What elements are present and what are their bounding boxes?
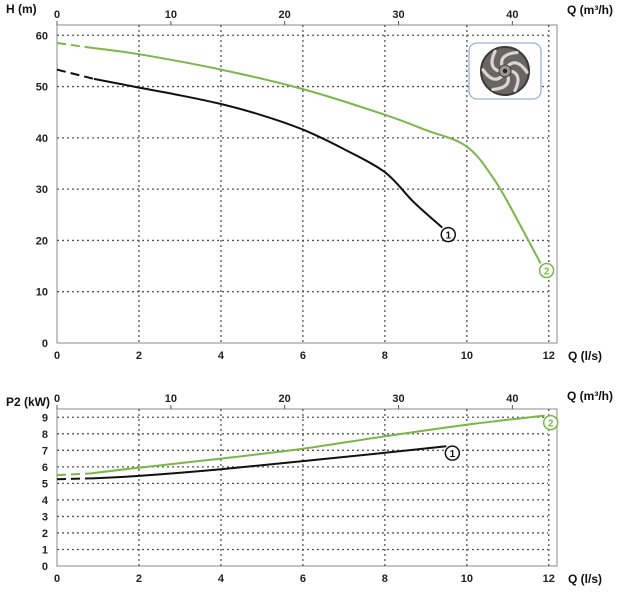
x-tick-label: 8 <box>382 573 388 585</box>
curve-1-dashed-start <box>56 68 95 80</box>
series-marker-label: 2 <box>548 419 554 430</box>
x-tick-label: 0 <box>54 573 60 585</box>
series-marker-1 <box>440 226 456 243</box>
y-tick-label: 20 <box>36 235 48 247</box>
x-tick-label: 8 <box>382 350 388 362</box>
x-tick-label: 4 <box>218 573 225 585</box>
impeller-vane <box>490 49 501 73</box>
x2-tick-label: 20 <box>279 393 291 405</box>
curve-2-dashed-start <box>56 42 90 49</box>
x2-tick-label: 30 <box>392 393 404 405</box>
y-tick-label: 5 <box>42 478 48 490</box>
curve-2 <box>89 46 542 264</box>
x-tick-label: 6 <box>300 573 306 585</box>
y-tick-label: 0 <box>42 338 48 350</box>
series-marker-label: 2 <box>544 267 550 278</box>
curve-2 <box>89 414 545 475</box>
impeller-vane <box>500 50 519 68</box>
curve-1-dashed-start <box>56 477 90 481</box>
y-tick-label: 3 <box>42 511 48 523</box>
series-marker-2 <box>538 262 555 279</box>
x2-tick-label: 10 <box>165 9 177 21</box>
y-tick-label: 1 <box>42 544 48 556</box>
x-tick-label: 10 <box>461 573 473 585</box>
x-tick-label: 2 <box>136 350 142 362</box>
y-tick-label: 40 <box>36 133 48 145</box>
y-tick-label: 10 <box>36 287 48 299</box>
y-tick-label: 9 <box>42 412 48 424</box>
series-marker-label: 1 <box>445 231 451 242</box>
curve-1 <box>89 445 447 480</box>
x2-tick-label: 30 <box>392 9 404 21</box>
plot-frame <box>56 408 558 567</box>
impeller-vane <box>506 61 529 74</box>
x-tick-label: 12 <box>543 350 555 362</box>
curve-2-dashed-start <box>56 472 90 477</box>
y-tick-label: 60 <box>36 30 48 42</box>
series-marker-1 <box>444 445 461 461</box>
x-tick-label: 4 <box>218 350 225 362</box>
x-axis-label: Q (l/s) <box>568 572 602 586</box>
x-tick-label: 2 <box>136 573 142 585</box>
x-tick-label: 12 <box>543 573 555 585</box>
y-tick-label: 2 <box>42 528 48 540</box>
x2-tick-label: 40 <box>506 393 518 405</box>
impeller-icon <box>468 42 542 100</box>
curve-1 <box>93 77 443 229</box>
x2-tick-label: 0 <box>54 393 60 405</box>
y-tick-label: 50 <box>36 82 48 94</box>
x2-tick-label: 10 <box>165 393 177 405</box>
impeller-bore <box>502 68 508 74</box>
y-tick-label: 4 <box>42 495 49 507</box>
plot-frame <box>56 24 558 344</box>
series-marker-2 <box>542 414 559 431</box>
y-tick-label: 7 <box>42 445 48 457</box>
x-tick-label: 0 <box>54 350 60 362</box>
y-tick-label: 30 <box>36 184 48 196</box>
series-marker-label: 1 <box>450 449 456 460</box>
impeller-rim <box>480 46 530 96</box>
y-tick-label: 6 <box>42 462 48 474</box>
x2-axis-label: Q (m³/h) <box>567 3 613 17</box>
x2-tick-label: 0 <box>54 9 60 21</box>
x-axis-label: Q (l/s) <box>568 349 602 363</box>
x2-tick-label: 40 <box>506 9 518 21</box>
y-tick-label: 0 <box>42 561 48 573</box>
y-axis-label: H (m) <box>6 2 37 16</box>
x-tick-label: 10 <box>461 350 473 362</box>
x-tick-label: 6 <box>300 350 306 362</box>
y-tick-label: 8 <box>42 429 48 441</box>
impeller-vane <box>481 68 504 81</box>
y-axis-label: P2 (kW) <box>6 395 50 409</box>
x2-tick-label: 20 <box>279 9 291 21</box>
x2-axis-label: Q (m³/h) <box>567 389 613 403</box>
impeller-vane <box>491 74 510 92</box>
impeller-vane <box>509 69 520 93</box>
